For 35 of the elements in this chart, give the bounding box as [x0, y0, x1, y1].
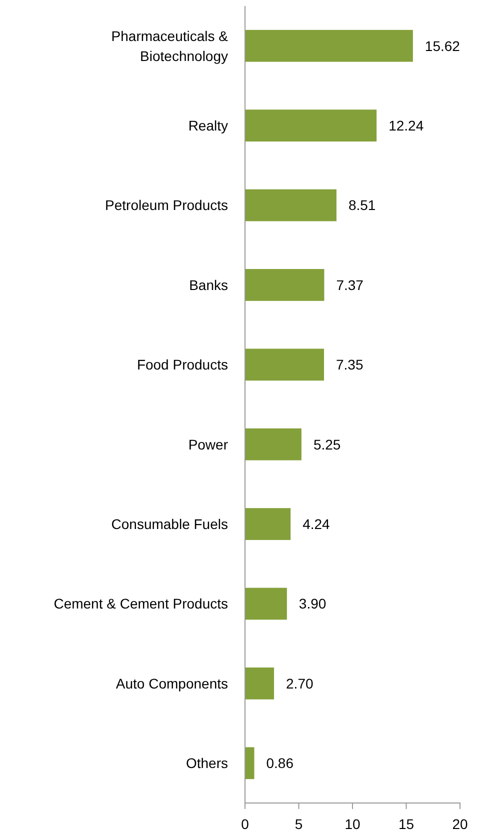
data-label: 2.70 — [286, 675, 314, 692]
data-label: 4.24 — [302, 516, 330, 532]
bar — [245, 189, 336, 222]
data-label: 0.86 — [266, 755, 294, 772]
y-tick-label: Consumable Fuels — [111, 516, 228, 532]
x-tick-label: 20 — [452, 816, 468, 832]
y-tick-label: Realty — [188, 117, 228, 134]
x-tick-label: 0 — [241, 816, 250, 832]
data-label: 3.90 — [298, 596, 326, 612]
bar — [245, 747, 254, 780]
data-label: 7.35 — [336, 356, 364, 373]
bar — [245, 30, 413, 62]
y-tick-label: Banks — [189, 276, 228, 293]
data-label: 8.51 — [348, 197, 376, 214]
y-tick-label: Cement & Cement Products — [54, 596, 228, 612]
bar — [245, 110, 377, 142]
y-tick-label: Food Products — [136, 356, 228, 373]
data-label: 7.37 — [336, 276, 364, 293]
bar — [245, 588, 287, 620]
bar — [245, 428, 302, 460]
data-label: 15.62 — [424, 38, 460, 54]
data-label: 12.24 — [388, 117, 424, 134]
x-tick-label: 10 — [344, 816, 360, 832]
y-tick-label: Others — [186, 755, 228, 772]
y-tick-label: Petroleum Products — [105, 197, 228, 214]
bar — [245, 269, 324, 301]
y-tick-label: Pharmaceuticals & Biotechnology — [111, 28, 229, 64]
bar — [245, 508, 291, 540]
y-tick-label: Auto Components — [116, 675, 228, 692]
data-label: 5.25 — [313, 436, 341, 452]
bar — [245, 668, 274, 700]
x-tick-label: 15 — [398, 816, 414, 832]
y-tick-label: Power — [188, 436, 228, 452]
x-tick-label: 5 — [294, 816, 303, 832]
bar — [245, 348, 324, 381]
